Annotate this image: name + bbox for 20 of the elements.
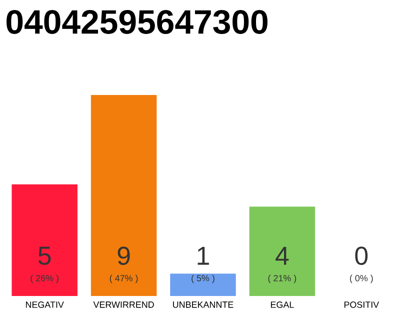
annotation: ( 5% ) (192, 274, 214, 284)
data-label: 9 (118, 246, 130, 265)
chart-title: 04042595647300 (6, 10, 268, 34)
x-tick-label: VERWIRREND (93, 302, 154, 308)
x-tick-label: POSITIV (344, 302, 380, 308)
annotation: ( 0% ) (350, 274, 373, 284)
bar (12, 184, 78, 296)
annotation: ( 26% ) (30, 274, 58, 284)
annotation: ( 47% ) (110, 274, 138, 284)
data-label: 4 (276, 246, 289, 265)
bar (170, 274, 236, 296)
x-tick-label: UNBEKANNTE (173, 302, 234, 308)
x-tick-label: NEGATIV (26, 302, 64, 308)
annotation: ( 21% ) (268, 274, 296, 284)
bar (249, 206, 316, 296)
data-label: 5 (38, 246, 51, 265)
x-tick-label: EGAL (270, 302, 294, 308)
bar (90, 95, 157, 296)
data-label: 0 (355, 246, 368, 265)
data-label: 1 (198, 246, 209, 265)
